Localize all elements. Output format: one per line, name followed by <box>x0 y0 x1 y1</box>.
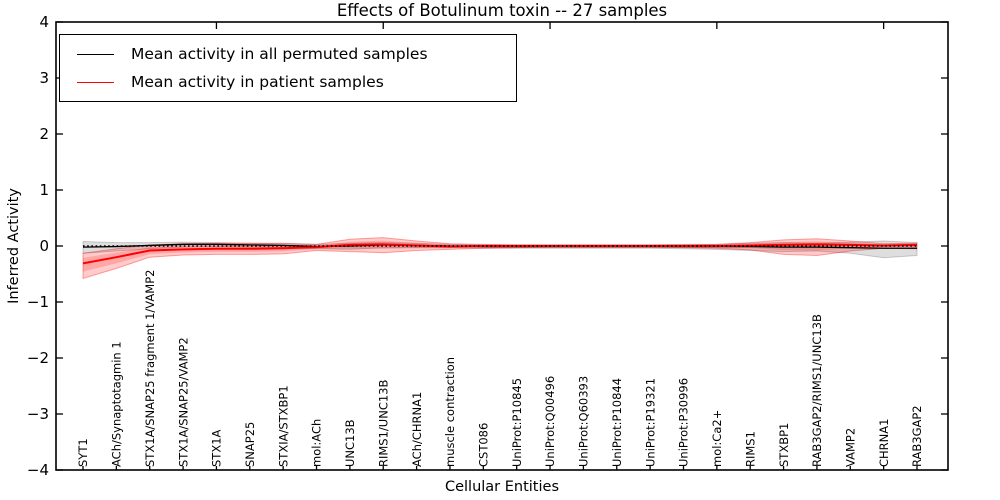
x-tick-label: STXIA/STXBP1 <box>276 385 290 467</box>
y-tick-label: 3 <box>39 69 49 87</box>
x-tick-label: STX1A/SNAP25/VAMP2 <box>176 337 190 467</box>
x-tick-label: STXBP1 <box>777 423 791 467</box>
legend-label-permuted: Mean activity in all permuted samples <box>131 45 428 63</box>
x-tick-label: mol:Ca2+ <box>710 410 724 467</box>
y-tick-label: −3 <box>27 405 49 423</box>
y-tick-label: −4 <box>27 461 49 479</box>
chart-title: Effects of Botulinum toxin -- 27 samples <box>336 1 668 20</box>
x-tick-label: UniProt:P10845 <box>510 378 524 467</box>
x-tick-label: CHRNA1 <box>877 419 891 467</box>
y-axis-label: Inferred Activity <box>6 188 22 304</box>
x-tick-label: STX1A/SNAP25 fragment 1/VAMP2 <box>143 270 157 467</box>
y-tick-label: −2 <box>27 349 49 367</box>
patient-line-swatch <box>77 81 114 83</box>
x-tick-label: RAB3GAP2/RIMS1/UNC13B <box>810 314 824 467</box>
x-tick-label: ACh/Synaptotagmin 1 <box>110 341 124 467</box>
x-axis-label: Cellular Entities <box>444 479 560 495</box>
x-tick-label: CST086 <box>477 423 491 467</box>
y-tick-label: 2 <box>39 125 49 143</box>
y-tick-label: 4 <box>39 13 49 31</box>
permuted-line-swatch <box>77 53 114 55</box>
x-tick-label: UniProt:P10844 <box>610 378 624 467</box>
x-tick-label: muscle contraction <box>443 357 457 467</box>
x-tick-label: UniProt:P19321 <box>643 378 657 467</box>
x-tick-label: UniProt:Q00496 <box>543 376 557 467</box>
x-tick-label: SNAP25 <box>243 422 257 467</box>
legend-entry-patient: Mean activity in patient samples <box>60 68 516 96</box>
x-tick-label: RIMS1 <box>743 431 757 467</box>
x-tick-label: RIMS1/UNC13B <box>376 380 390 467</box>
legend-entry-permuted: Mean activity in all permuted samples <box>60 40 516 68</box>
y-tick-label: 1 <box>39 181 49 199</box>
x-tick-label: STX1A <box>210 429 224 467</box>
x-tick-label: mol:ACh <box>310 419 324 467</box>
x-tick-label: RAB3GAP2 <box>910 405 924 467</box>
x-tick-label: UniProt:Q60393 <box>577 376 591 467</box>
legend-box: Mean activity in all permuted samples Me… <box>59 34 517 102</box>
x-tick-label: UNC13B <box>343 419 357 467</box>
x-tick-label: UniProt:P30996 <box>677 378 691 467</box>
y-tick-label: 0 <box>39 237 49 255</box>
x-tick-label: SYT1 <box>76 438 90 467</box>
y-tick-label: −1 <box>27 293 49 311</box>
x-tick-label: ACh/CHRNA1 <box>410 392 424 467</box>
legend-label-patient: Mean activity in patient samples <box>131 73 384 91</box>
x-tick-label: VAMP2 <box>843 428 857 467</box>
